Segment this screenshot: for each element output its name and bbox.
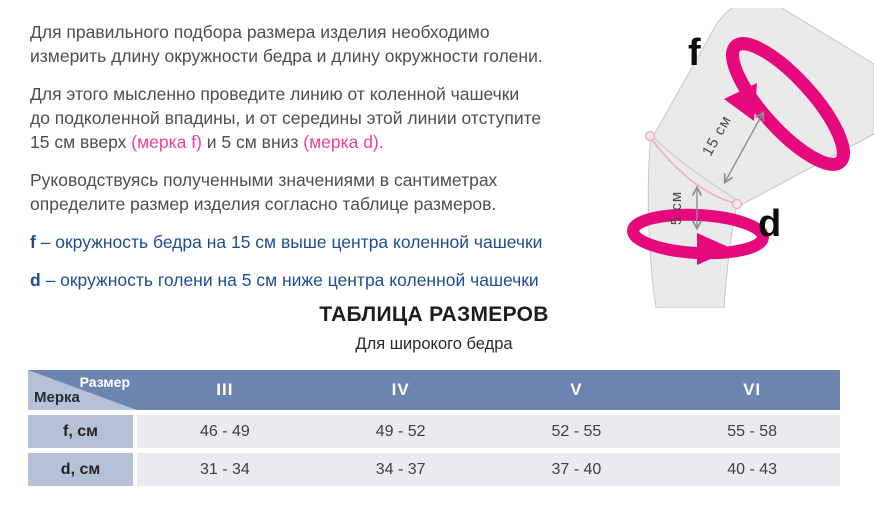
mark-d-reference: (мерка d).	[303, 132, 384, 152]
cell-f-iv: 49 - 52	[375, 422, 426, 440]
intro-paragraph-3: Руководствуясь полученными значениями в …	[30, 168, 605, 216]
row-values-d: 31 - 34 34 - 37 37 - 40 40 - 43	[137, 453, 840, 486]
table-corner-cell: Размер Мерка	[28, 370, 137, 410]
size-table-title: ТАБЛИЦА РАЗМЕРОВ	[319, 303, 549, 326]
table-row-f: f, см 46 - 49 49 - 52 52 - 55 55 - 58	[28, 415, 840, 448]
row-label-d: d, см	[28, 453, 133, 486]
kneecap-marker-right	[731, 198, 743, 210]
size-table-subtitle: Для широкого бедра	[355, 335, 513, 353]
legend-d: d – окружность голени на 5 см ниже центр…	[30, 268, 605, 292]
measure-5cm-label: 5 см	[668, 191, 685, 225]
column-header-iv: IV	[391, 380, 410, 399]
measure-15cm-arrow	[723, 110, 765, 185]
intro-p3-line2: определите размер изделия согласно табли…	[30, 194, 497, 214]
legend-f: f – окружность бедра на 15 см выше центр…	[30, 230, 605, 254]
kneecap-marker-left	[644, 130, 656, 142]
measurement-arrows	[691, 110, 765, 231]
intro-p3-line1: Руководствуясь полученными значениями в …	[30, 170, 498, 190]
measurement-instructions: Для правильного подбора размера изделия …	[30, 20, 605, 306]
column-header-iii: III	[216, 380, 234, 399]
mark-f-reference: (мерка f)	[131, 132, 202, 152]
legend-d-text: – окружность голени на 5 см ниже центра …	[40, 270, 539, 290]
intro-p2-plain2: и 5 см вниз	[201, 132, 304, 152]
calf-band-arrowhead	[697, 233, 733, 265]
knee-diagram-svg: 15 см 5 см f d	[627, 0, 874, 309]
cell-f-v: 52 - 55	[551, 422, 602, 440]
cell-f-iii: 46 - 49	[199, 422, 250, 440]
corner-label-measure: Мерка	[34, 389, 80, 406]
legend-d-key: d	[30, 270, 41, 290]
cell-d-iii: 31 - 34	[199, 460, 250, 478]
legend-f-key: f	[30, 232, 36, 252]
intro-p2-line2: до подколенной впадины, и от середины эт…	[30, 108, 542, 128]
size-columns-strip: III IV V VI	[137, 370, 840, 410]
cell-d-v: 37 - 40	[551, 460, 602, 478]
cell-f-vi: 55 - 58	[727, 422, 778, 440]
table-row-d: d, см 31 - 34 34 - 37 37 - 40 40 - 43	[28, 453, 840, 486]
cell-d-iv: 34 - 37	[375, 460, 426, 478]
row-label-f: f, см	[28, 415, 133, 448]
intro-p2-line1: Для этого мысленно проведите линию от ко…	[30, 84, 520, 104]
intro-p1-line1: Для правильного подбора размера изделия …	[30, 22, 490, 42]
column-header-v: V	[570, 380, 583, 399]
intro-p2-line3: 15 см вверх (мерка f) и 5 см вниз (мерка…	[30, 132, 384, 152]
corner-label-size: Размер	[79, 374, 130, 390]
column-header-vi: VI	[743, 380, 762, 399]
row-values-f: 46 - 49 49 - 52 52 - 55 55 - 58	[137, 415, 840, 448]
diagram-f-label: f	[688, 32, 701, 74]
intro-paragraph-2: Для этого мысленно проведите линию от ко…	[30, 82, 605, 154]
size-table: Размер Мерка III IV V VI f, см 46 - 49 4…	[28, 370, 840, 486]
size-table-header-row: Размер Мерка III IV V VI	[28, 370, 840, 410]
thigh-band	[726, 37, 850, 171]
intro-p2-plain1: 15 см вверх	[30, 132, 132, 152]
legend-f-text: – окружность бедра на 15 см выше центра …	[35, 232, 543, 252]
cell-d-vi: 40 - 43	[727, 460, 778, 478]
diagram-d-label: d	[758, 203, 781, 245]
kneecap-line	[649, 136, 738, 205]
intro-p1-line2: измерить длину окружности бедра и длину …	[30, 46, 543, 66]
intro-paragraph-1: Для правильного подбора размера изделия …	[30, 20, 605, 68]
size-table-section: ТАБЛИЦА РАЗМЕРОВ Для широкого бедра Разм…	[28, 302, 840, 486]
knee-measurement-diagram: 15 см 5 см f d	[620, 0, 874, 309]
